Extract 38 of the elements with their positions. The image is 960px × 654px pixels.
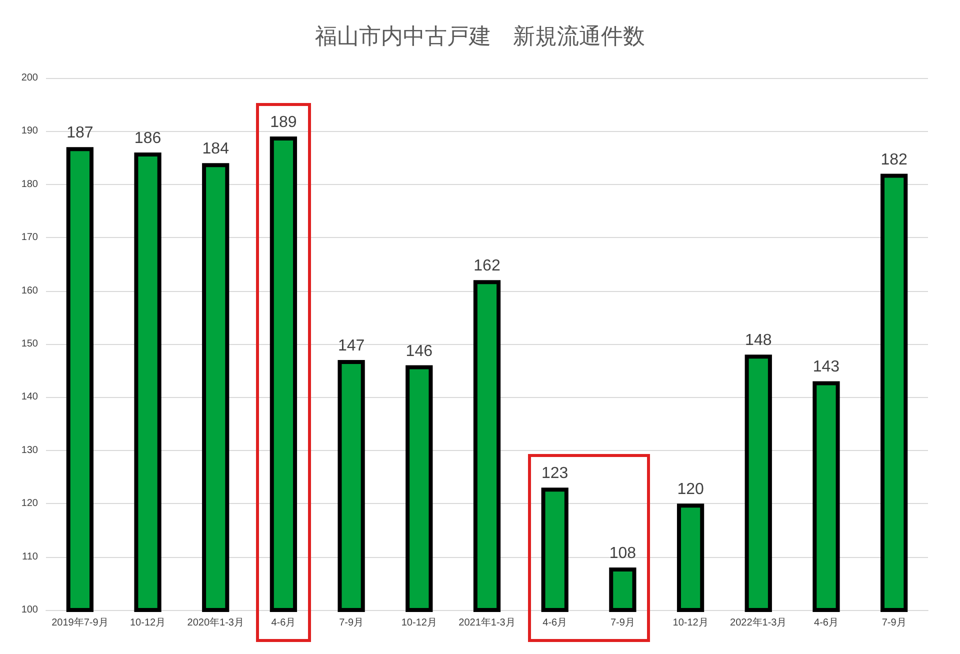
data-label: 143 [812,358,840,376]
data-label: 120 [677,481,704,498]
data-label: 108 [609,544,636,562]
y-tick-label: 130 [21,444,38,456]
data-label: 148 [745,332,772,350]
x-tick-label: 4-6月 [814,618,838,628]
data-label: 184 [202,140,230,158]
data-label: 147 [338,337,365,354]
y-tick-label: 170 [21,232,38,244]
y-tick-label: 180 [21,178,38,190]
chart-title: 福山市内中古戸建 新規流通件数 [315,24,645,48]
y-tick-label: 110 [22,551,38,562]
x-tick-label: 10-12月 [672,618,708,628]
x-tick-label: 7-9月 [339,618,364,628]
data-label: 186 [134,130,162,147]
x-tick-label: 2021年1-3月 [458,616,516,628]
data-label: 162 [474,258,500,275]
y-tick-label: 120 [21,498,38,510]
x-tick-label: 2020年1-3月 [187,616,244,628]
data-label: 123 [541,465,568,482]
data-label: 189 [270,114,297,132]
x-tick-label: 10-12月 [401,618,437,628]
y-tick-label: 200 [21,72,38,84]
x-tick-label: 2019年7-9月 [52,616,108,628]
y-tick-label: 190 [21,126,38,137]
x-tick-label: 4-6月 [542,618,568,628]
x-tick-label: 2022年1-3月 [730,616,787,628]
x-tick-label: 7-9月 [882,618,906,628]
x-tick-label: 4-6月 [271,618,296,628]
x-tick-label: 7-9月 [610,618,635,628]
data-label: 187 [66,124,94,142]
y-tick-label: 150 [21,338,38,350]
x-tick-label: 10-12月 [130,618,166,628]
y-tick-label: 140 [21,392,38,403]
y-tick-label: 160 [21,285,38,296]
y-tick-label: 100 [21,604,38,616]
data-label: 146 [406,342,433,360]
data-label: 182 [880,151,908,168]
